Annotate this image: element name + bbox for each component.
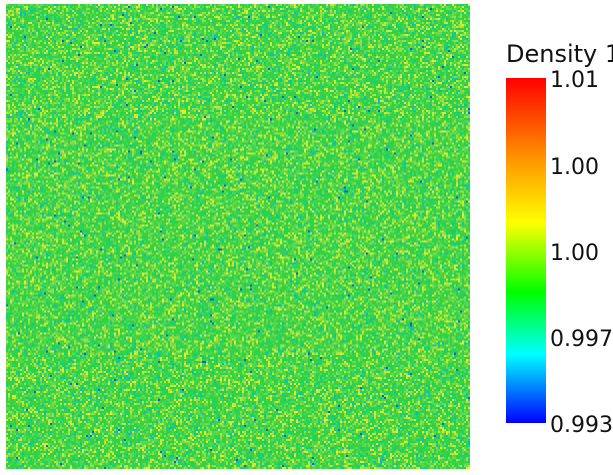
color-legend-bar: [506, 78, 546, 423]
legend-tick-middle: 1.00: [550, 241, 599, 266]
legend-tick-bottom: 0.993: [550, 413, 613, 438]
legend-tick-lower: 0.997: [550, 327, 613, 352]
legend-gradient-rect: [506, 78, 546, 423]
density-field-canvas[interactable]: [6, 4, 470, 469]
legend-tick-top: 1.01: [550, 68, 599, 93]
legend-title: Density 1: [506, 40, 613, 68]
legend-tick-upper: 1.00: [550, 155, 599, 180]
density-render-view[interactable]: [6, 4, 470, 469]
